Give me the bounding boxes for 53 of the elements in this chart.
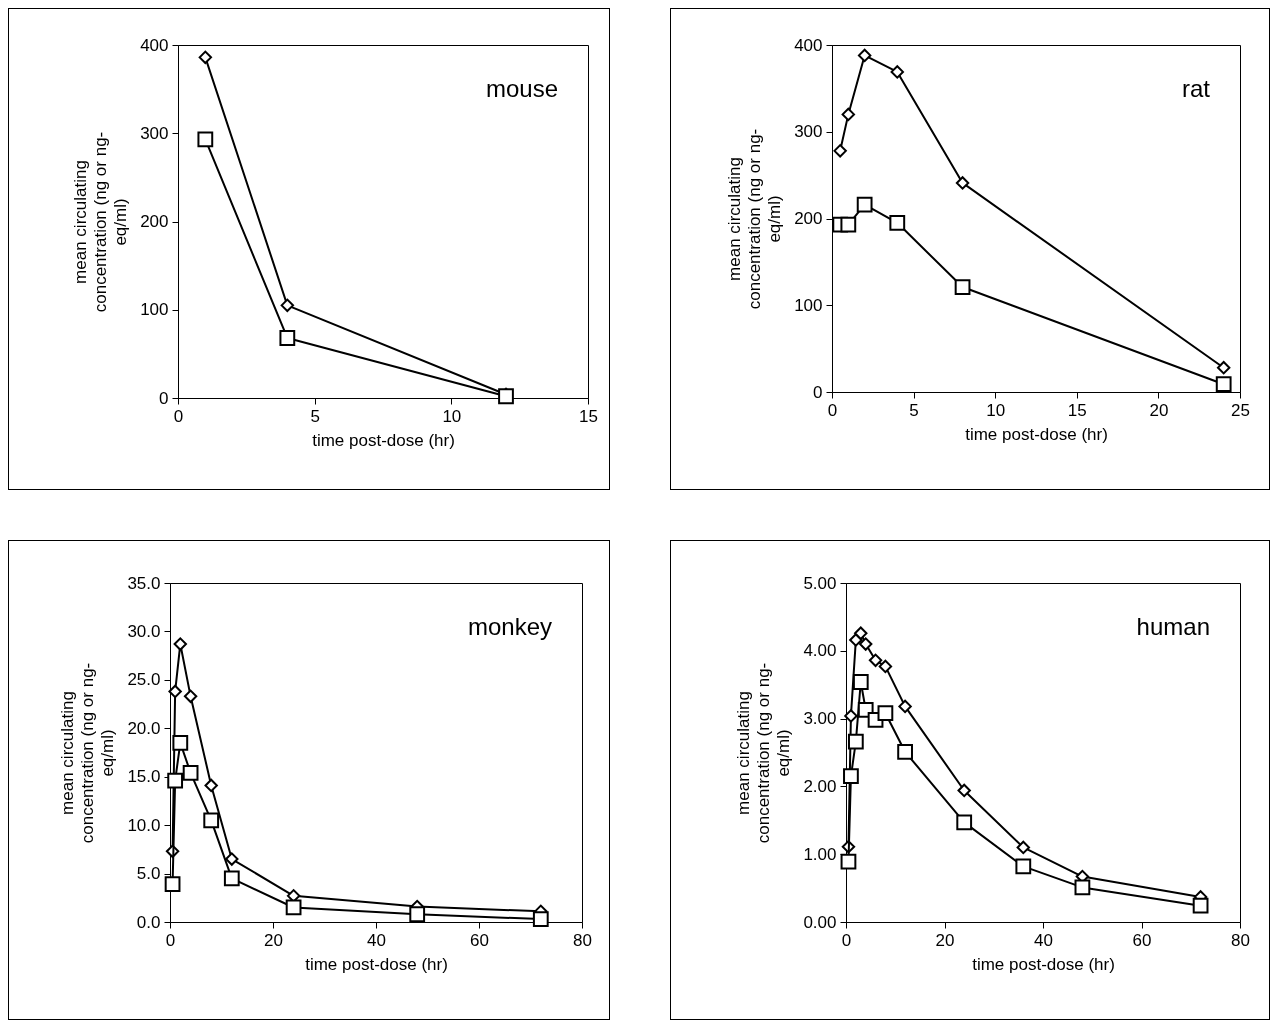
y-tick-label: 200 (140, 212, 169, 231)
x-tick-label: 20 (935, 930, 955, 950)
y-tick-label: 5.0 (136, 864, 161, 884)
y-tick-label: 100 (794, 295, 823, 315)
x-tick-label: 20 (1149, 400, 1169, 420)
annotation: human (1136, 613, 1210, 640)
y-tick-label: 200 (794, 209, 823, 228)
y-tick-label: 15.0 (127, 767, 161, 787)
x-tick-label: 15 (1067, 400, 1087, 420)
y-tick-label: 35.0 (127, 573, 161, 593)
annotation: mouse (485, 75, 558, 102)
x-tick-label: 15 (579, 406, 598, 426)
y-tick-label: 3.00 (803, 709, 837, 729)
x-tick-label: 0 (841, 930, 852, 950)
x-tick-label: 0 (173, 406, 184, 426)
x-tick-label: 5 (909, 400, 919, 420)
y-tick-label: 2.00 (803, 776, 837, 796)
x-tick-label: 40 (367, 930, 386, 950)
y-tick-label: 1.00 (803, 844, 837, 864)
x-axis-title: time post-dose (hr) (972, 954, 1115, 974)
x-tick-label: 80 (573, 930, 592, 950)
y-tick-label: 10.0 (127, 815, 161, 835)
x-tick-label: 5 (310, 406, 320, 426)
x-tick-label: 60 (1132, 930, 1152, 950)
x-tick-label: 40 (1034, 930, 1053, 950)
x-tick-label: 20 (264, 930, 283, 950)
annotation: rat (1181, 75, 1211, 102)
y-tick-label: 20.0 (127, 718, 161, 738)
y-tick-label: 0.0 (136, 912, 161, 932)
y-axis-title: mean circulating concentration (ng or ng-eq/ml) (734, 662, 794, 844)
y-tick-label: 400 (140, 35, 169, 55)
y-tick-label: 400 (794, 35, 823, 55)
y-tick-label: 4.00 (803, 641, 837, 661)
x-tick-label: 10 (442, 406, 462, 426)
y-tick-label: 30.0 (127, 621, 161, 641)
y-axis-title: mean circulating concentration (ng or ng-eq/ml) (71, 131, 131, 313)
x-axis-title: time post-dose (hr) (305, 954, 448, 974)
x-tick-label: 80 (1231, 930, 1250, 950)
x-axis-title: time post-dose (hr) (312, 430, 455, 450)
y-axis-title: mean circulating concentration (ng or ng-eq/ml) (725, 128, 785, 310)
annotation: monkey (467, 613, 552, 640)
y-tick-label: 25.0 (127, 670, 161, 690)
x-axis-title: time post-dose (hr) (965, 424, 1108, 444)
y-tick-label: 5.00 (803, 573, 837, 593)
y-axis-title: mean circulating concentration (ng or ng-eq/ml) (58, 662, 118, 844)
y-tick-label: 300 (140, 123, 169, 143)
x-tick-label: 10 (986, 400, 1006, 420)
y-tick-label: 100 (140, 300, 169, 320)
y-tick-label: 300 (794, 122, 823, 142)
x-tick-label: 25 (1231, 400, 1250, 420)
y-tick-label: 0.00 (803, 912, 837, 932)
y-tick-label: 0 (813, 382, 823, 402)
x-tick-label: 60 (470, 930, 489, 950)
